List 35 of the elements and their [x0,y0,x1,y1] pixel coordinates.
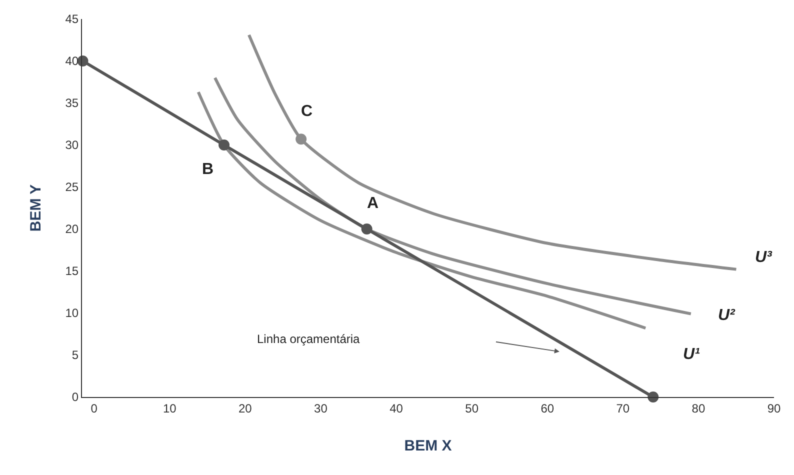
x-tick-label: 40 [390,401,404,416]
line-series [213,76,692,316]
annotation: Linha orçamentária [257,332,360,346]
line-series [196,90,648,330]
point [361,224,372,234]
y-tick-label: 40 [65,54,79,68]
y-tick-label: 0 [72,390,79,404]
y-tick-label: 35 [65,96,79,110]
x-tick-label: 50 [465,401,479,416]
annotation: C [301,103,313,120]
y-tick-label: 25 [65,180,79,194]
line-series [247,33,738,271]
y-tick-label: 30 [65,138,79,152]
x-tick-label: 30 [314,401,328,416]
annotation: U² [718,307,736,324]
annotation: B [202,161,214,178]
x-tick-label: 80 [692,401,706,416]
point [296,134,307,145]
x-tick-label: 20 [238,401,252,416]
y-tick-label: 45 [65,12,79,26]
x-tick-label: 0 [90,401,98,416]
annotation: A [367,195,379,212]
x-tick-label: 70 [616,401,630,416]
x-tick-label: 60 [540,401,554,416]
x-axis-title: BEM X [404,437,452,454]
x-tick-label: 10 [162,401,177,416]
point [218,140,230,150]
y-tick-label: 20 [65,222,79,236]
annotation: U¹ [683,346,701,363]
x-tick-label: 90 [767,401,781,416]
y-tick-label: 10 [65,306,79,320]
y-tick-label: 5 [72,348,79,362]
y-tick-label: 15 [65,264,79,278]
y-axis-title: BEM Y [27,184,44,232]
annotation: U³ [755,249,773,266]
